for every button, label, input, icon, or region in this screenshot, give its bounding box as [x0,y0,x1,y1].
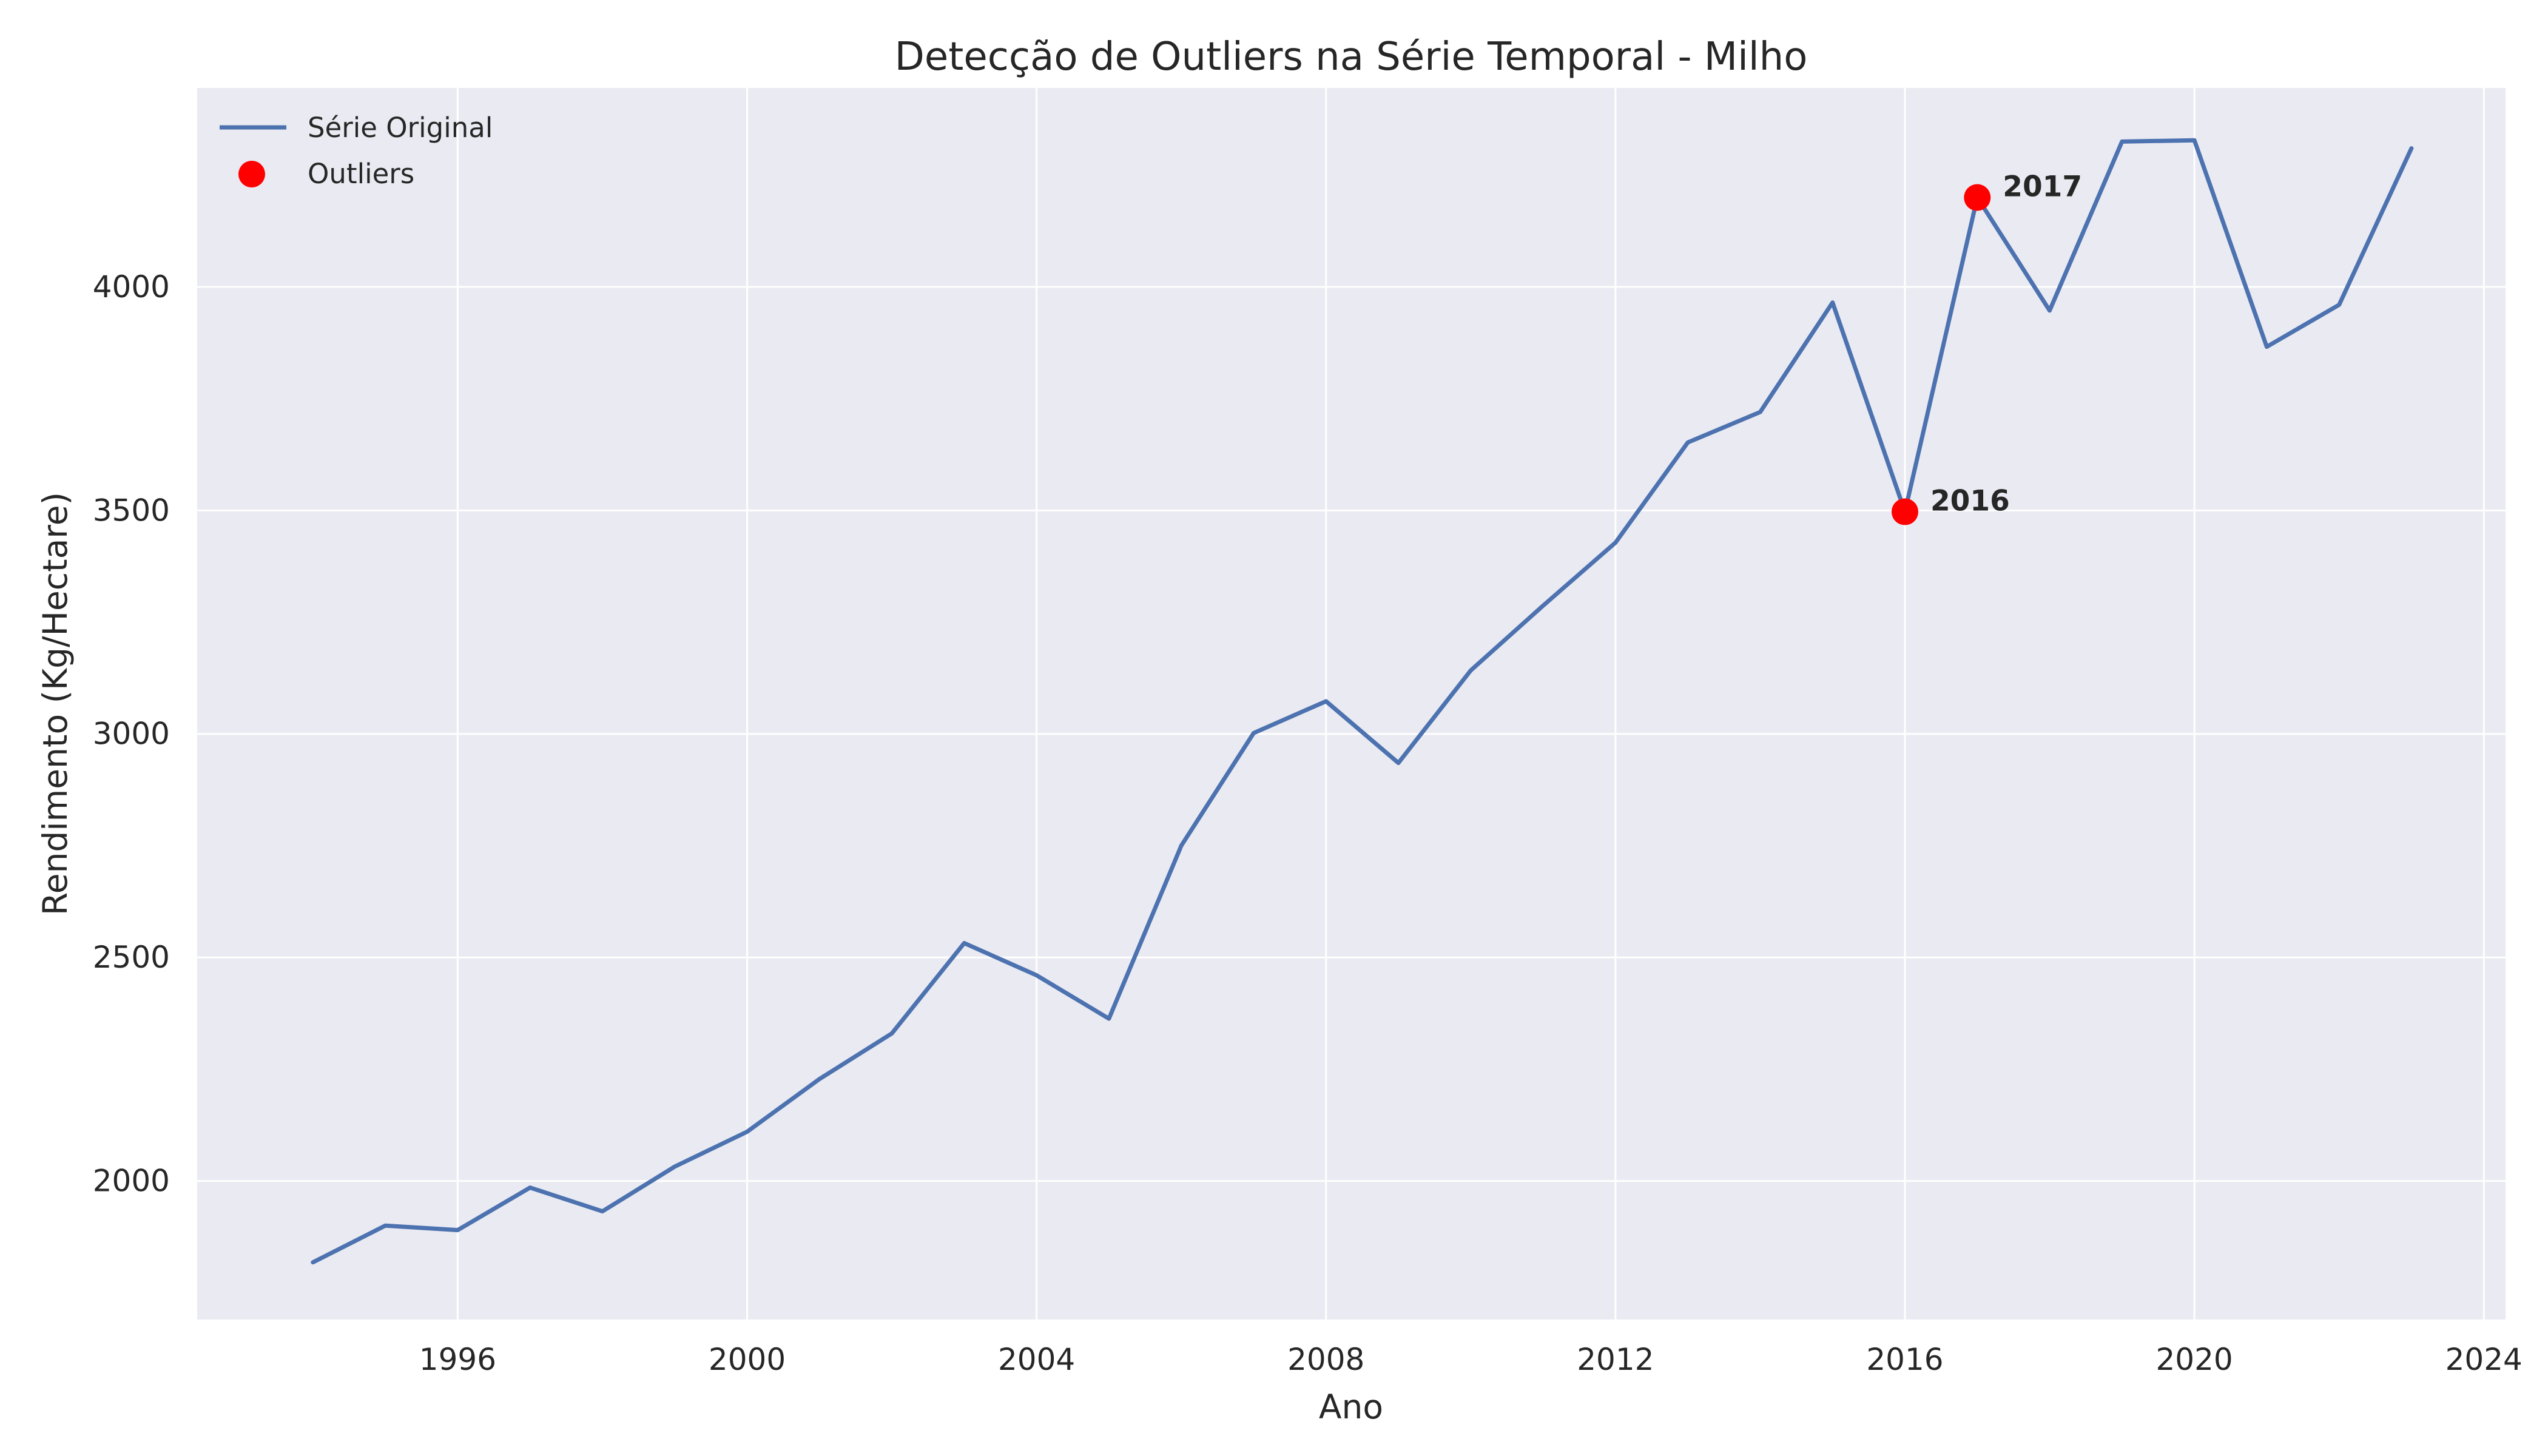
legend-outlier-swatch [238,161,265,187]
x-tick-label: 2008 [1287,1342,1364,1377]
y-tick-label: 3500 [93,493,170,528]
grid [197,88,2506,1320]
y-tick-label: 2500 [93,940,170,975]
outlier-points [1891,184,1991,525]
x-tick-label: 2020 [2155,1342,2233,1377]
plot-background [197,88,2506,1320]
y-axis-ticks: 2000 2500 3000 3500 4000 [93,269,170,1199]
y-tick-label: 4000 [93,269,170,305]
legend-label-serie-original: Série Original [308,112,493,144]
annotations: 2016 2017 [1930,170,2082,518]
series-layer [311,138,2414,1265]
x-tick-label: 2012 [1577,1342,1654,1377]
x-axis-ticks: 1996 2000 2004 2008 2012 2016 2020 2024 [419,1342,2523,1377]
legend-label-outliers: Outliers [308,158,414,190]
outlier-point [1891,498,1918,525]
y-tick-label: 2000 [93,1164,170,1199]
x-tick-label: 2000 [709,1342,786,1377]
x-tick-label: 2024 [2445,1342,2523,1377]
x-tick-label: 2016 [1866,1342,1943,1377]
outlier-annotation: 2016 [1930,485,2010,518]
x-axis-label: Ano [1319,1387,1383,1426]
outlier-annotation: 2017 [2003,170,2082,204]
y-axis-label: Rendimento (Kg/Hectare) [36,492,75,915]
x-tick-label: 1996 [419,1342,496,1377]
legend: Série Original Outliers [220,112,493,190]
x-tick-label: 2004 [998,1342,1075,1377]
outlier-point [1964,184,1991,211]
chart-title: Detecção de Outliers na Série Temporal -… [895,35,1808,79]
y-tick-label: 3000 [93,716,170,752]
series-line-serie-original [311,138,2414,1265]
